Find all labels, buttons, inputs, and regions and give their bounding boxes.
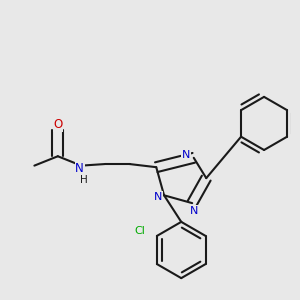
Text: N: N	[190, 206, 198, 216]
Text: O: O	[53, 118, 62, 131]
Text: N: N	[154, 192, 163, 202]
Text: N: N	[182, 150, 190, 160]
Text: Cl: Cl	[134, 226, 145, 236]
Text: H: H	[80, 175, 87, 185]
Text: N: N	[75, 162, 84, 175]
